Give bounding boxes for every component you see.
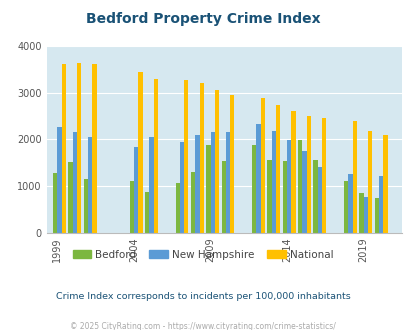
Bar [88,137,92,233]
Bar [214,90,219,233]
Bar [358,193,363,233]
Bar [221,161,225,233]
Bar [53,173,57,233]
Bar [225,131,230,233]
Bar [291,112,295,233]
Bar [256,124,260,233]
Bar [57,127,62,233]
Bar [343,182,347,233]
Bar [149,137,153,233]
Bar [206,145,210,233]
Bar [83,179,88,233]
Bar [138,72,142,233]
Legend: Bedford, New Hampshire, National: Bedford, New Hampshire, National [68,246,337,264]
Bar [190,172,195,233]
Bar [252,146,256,233]
Bar [352,121,356,233]
Bar [77,63,81,233]
Bar [374,198,378,233]
Bar [321,118,326,233]
Bar [92,64,96,233]
Bar [134,147,138,233]
Bar [72,132,77,233]
Bar [184,80,188,233]
Bar [271,131,275,233]
Bar [282,161,286,233]
Text: Crime Index corresponds to incidents per 100,000 inhabitants: Crime Index corresponds to incidents per… [55,292,350,301]
Bar [145,192,149,233]
Bar [347,174,352,233]
Bar [199,82,203,233]
Text: Bedford Property Crime Index: Bedford Property Crime Index [85,12,320,25]
Bar [129,182,134,233]
Bar [179,142,184,233]
Bar [367,131,371,233]
Bar [267,160,271,233]
Bar [195,135,199,233]
Bar [275,105,280,233]
Bar [62,64,66,233]
Bar [68,162,72,233]
Bar [302,151,306,233]
Text: © 2025 CityRating.com - https://www.cityrating.com/crime-statistics/: © 2025 CityRating.com - https://www.city… [70,322,335,330]
Bar [230,95,234,233]
Bar [378,176,382,233]
Bar [317,167,321,233]
Bar [286,140,291,233]
Bar [363,197,367,233]
Bar [382,135,387,233]
Bar [313,160,317,233]
Bar [260,98,264,233]
Bar [210,132,214,233]
Bar [175,183,179,233]
Bar [297,140,302,233]
Bar [306,115,310,233]
Bar [153,79,158,233]
